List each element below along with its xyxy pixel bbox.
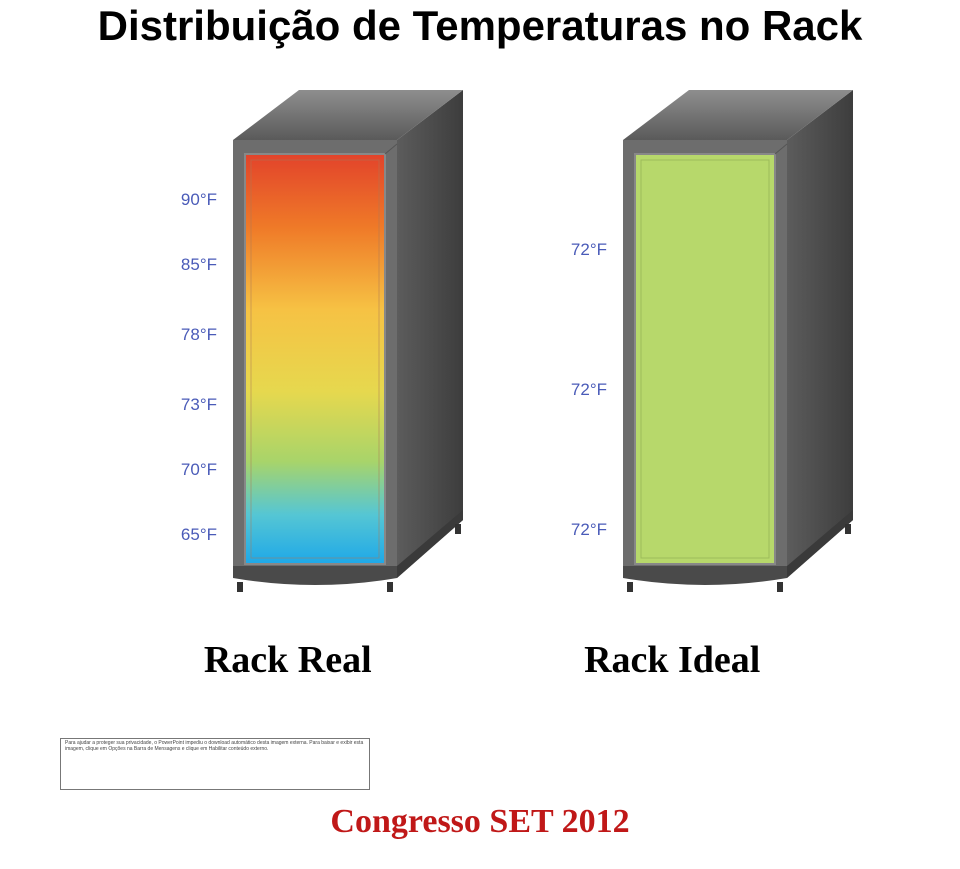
image-placeholder-box: Para ajudar a proteger sua privacidade, …	[60, 738, 370, 790]
page-title: Distribuição de Temperaturas no Rack	[0, 2, 960, 50]
temp-label: 90°F	[171, 190, 217, 210]
placeholder-text: Para ajudar a proteger sua privacidade, …	[65, 740, 363, 752]
temp-label: 72°F	[561, 380, 607, 400]
temp-label: 72°F	[561, 240, 607, 260]
rack-ideal-label: Rack Ideal	[482, 638, 862, 682]
temp-label: 85°F	[171, 255, 217, 275]
rack-ideal-group: 72°F 72°F 72°F	[555, 80, 895, 600]
temp-label: 78°F	[171, 325, 217, 345]
sub-labels: Rack Real Rack Ideal	[0, 638, 960, 682]
rack-ideal-3d	[615, 80, 875, 600]
page: Distribuição de Temperaturas no Rack 90°…	[0, 0, 960, 869]
footer-text: Congresso SET 2012	[0, 803, 960, 841]
racks-area: 90°F 85°F 78°F 73°F 70°F 65°F	[0, 80, 960, 630]
rack-real-group: 90°F 85°F 78°F 73°F 70°F 65°F	[165, 80, 505, 600]
temp-label: 65°F	[171, 525, 217, 545]
temp-label: 72°F	[561, 520, 607, 540]
temp-label: 73°F	[171, 395, 217, 415]
rack-real-3d	[225, 80, 485, 600]
temp-label: 70°F	[171, 460, 217, 480]
rack-real-label: Rack Real	[98, 638, 478, 682]
